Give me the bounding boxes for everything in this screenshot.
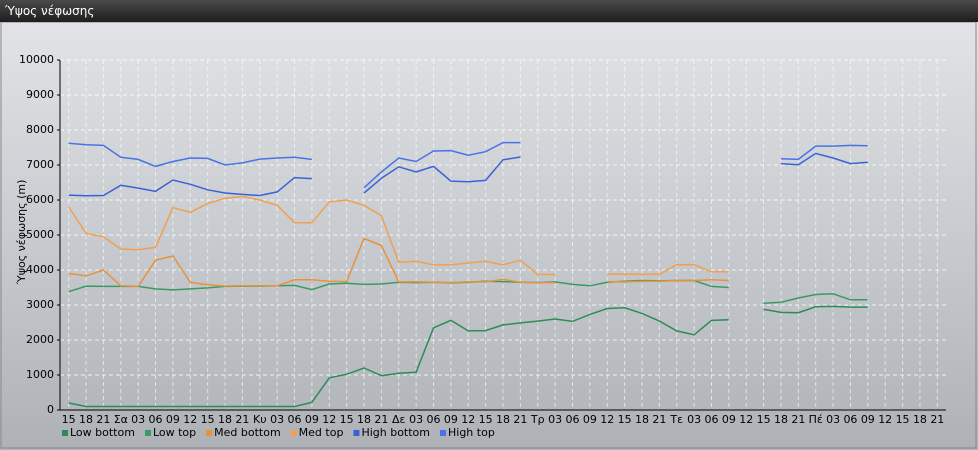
x-tick-label: 03: [826, 413, 840, 426]
title-bar: Ύψος νέφωσης: [0, 0, 978, 22]
x-tick-label: 12: [461, 413, 475, 426]
x-tick-label: 06: [843, 413, 857, 426]
x-tick-label: 15: [340, 413, 354, 426]
y-tick-label: 9000: [26, 88, 54, 101]
y-tick-label: 7000: [26, 158, 54, 171]
legend-label: Med bottom: [214, 426, 281, 439]
y-tick-label: 5000: [26, 228, 54, 241]
x-tick-label: Κυ: [253, 413, 267, 426]
x-tick-label: 15: [479, 413, 493, 426]
x-tick-label: 03: [548, 413, 562, 426]
y-tick-label: 8000: [26, 123, 54, 136]
series-line: [68, 152, 868, 197]
chart: Ύψος νέφωσης (m) 0 1000 2000 3000 4000 5000 60…: [0, 22, 977, 449]
x-tick-label: 06: [149, 413, 163, 426]
x-tick-label: 15: [896, 413, 910, 426]
x-tick-label: 18: [218, 413, 232, 426]
x-tick-label: 21: [96, 413, 110, 426]
legend-label: Med top: [299, 426, 344, 439]
x-tick-label: Δε: [392, 413, 406, 426]
x-tick-label: 21: [513, 413, 527, 426]
series-line: [68, 305, 868, 408]
legend-swatch: [440, 430, 446, 436]
x-tick-label: 03: [409, 413, 423, 426]
x-tick-label: Σα: [114, 413, 128, 426]
x-tick-label: 15: [618, 413, 632, 426]
y-tick-label: 1000: [26, 368, 54, 381]
x-tick-label: 06: [704, 413, 718, 426]
x-tick-label: 09: [444, 413, 458, 426]
x-tick-label: 09: [305, 413, 319, 426]
x-tick-label: 06: [427, 413, 441, 426]
x-tick-label: Τρ: [530, 413, 545, 426]
legend-label: High bottom: [361, 426, 430, 439]
x-tick-label: 15: [757, 413, 771, 426]
x-tick-label: 09: [583, 413, 597, 426]
x-tick-label: 15: [62, 413, 76, 426]
y-tick-label: 0: [47, 403, 54, 416]
x-tick-label: Πέ: [809, 413, 823, 426]
x-tick-label: 21: [930, 413, 944, 426]
x-tick-label: 18: [79, 413, 93, 426]
x-tick-label: 12: [600, 413, 614, 426]
x-tick-label: 09: [861, 413, 875, 426]
y-tick-label: 3000: [26, 298, 54, 311]
series-line: [68, 195, 729, 276]
x-tick-label: 03: [131, 413, 145, 426]
x-tick-label: 18: [635, 413, 649, 426]
x-tick-label: 06: [288, 413, 302, 426]
x-tick-label: 12: [878, 413, 892, 426]
x-tick-label: 18: [357, 413, 371, 426]
x-tick-label: 21: [791, 413, 805, 426]
x-tick-label: 09: [722, 413, 736, 426]
legend-swatch: [144, 430, 151, 436]
series-line: [68, 237, 729, 288]
x-tick-label: 12: [183, 413, 197, 426]
y-tick-label: 2000: [26, 333, 54, 346]
y-tick-label: 6000: [26, 193, 54, 206]
y-tick-label: 10000: [19, 53, 54, 66]
x-tick-label: 03: [687, 413, 701, 426]
x-tick-label: 06: [565, 413, 579, 426]
legend-swatch: [206, 430, 213, 436]
x-tick-label: Τε: [669, 413, 683, 426]
series-line: [68, 141, 868, 189]
x-tick-label: 18: [496, 413, 510, 426]
legend-swatch: [290, 430, 297, 436]
legend-swatch: [353, 430, 360, 436]
x-tick-label: 21: [235, 413, 249, 426]
x-tick-label: 09: [166, 413, 180, 426]
x-tick-label: 15: [201, 413, 215, 426]
frame: [0, 22, 977, 449]
x-tick-label: 12: [739, 413, 753, 426]
legend-label: Low top: [153, 426, 196, 439]
x-tick-label: 21: [374, 413, 388, 426]
x-tick-label: 12: [322, 413, 336, 426]
legend-swatch: [62, 430, 68, 436]
legend-label: High top: [448, 426, 495, 439]
y-axis-label: Ύψος νέφωσης (m): [15, 180, 28, 286]
x-tick-label: 03: [270, 413, 284, 426]
x-tick-label: 18: [774, 413, 788, 426]
legend-label: Low bottom: [70, 426, 135, 439]
x-tick-label: 18: [913, 413, 927, 426]
y-tick-label: 4000: [26, 263, 54, 276]
x-tick-label: 21: [652, 413, 666, 426]
